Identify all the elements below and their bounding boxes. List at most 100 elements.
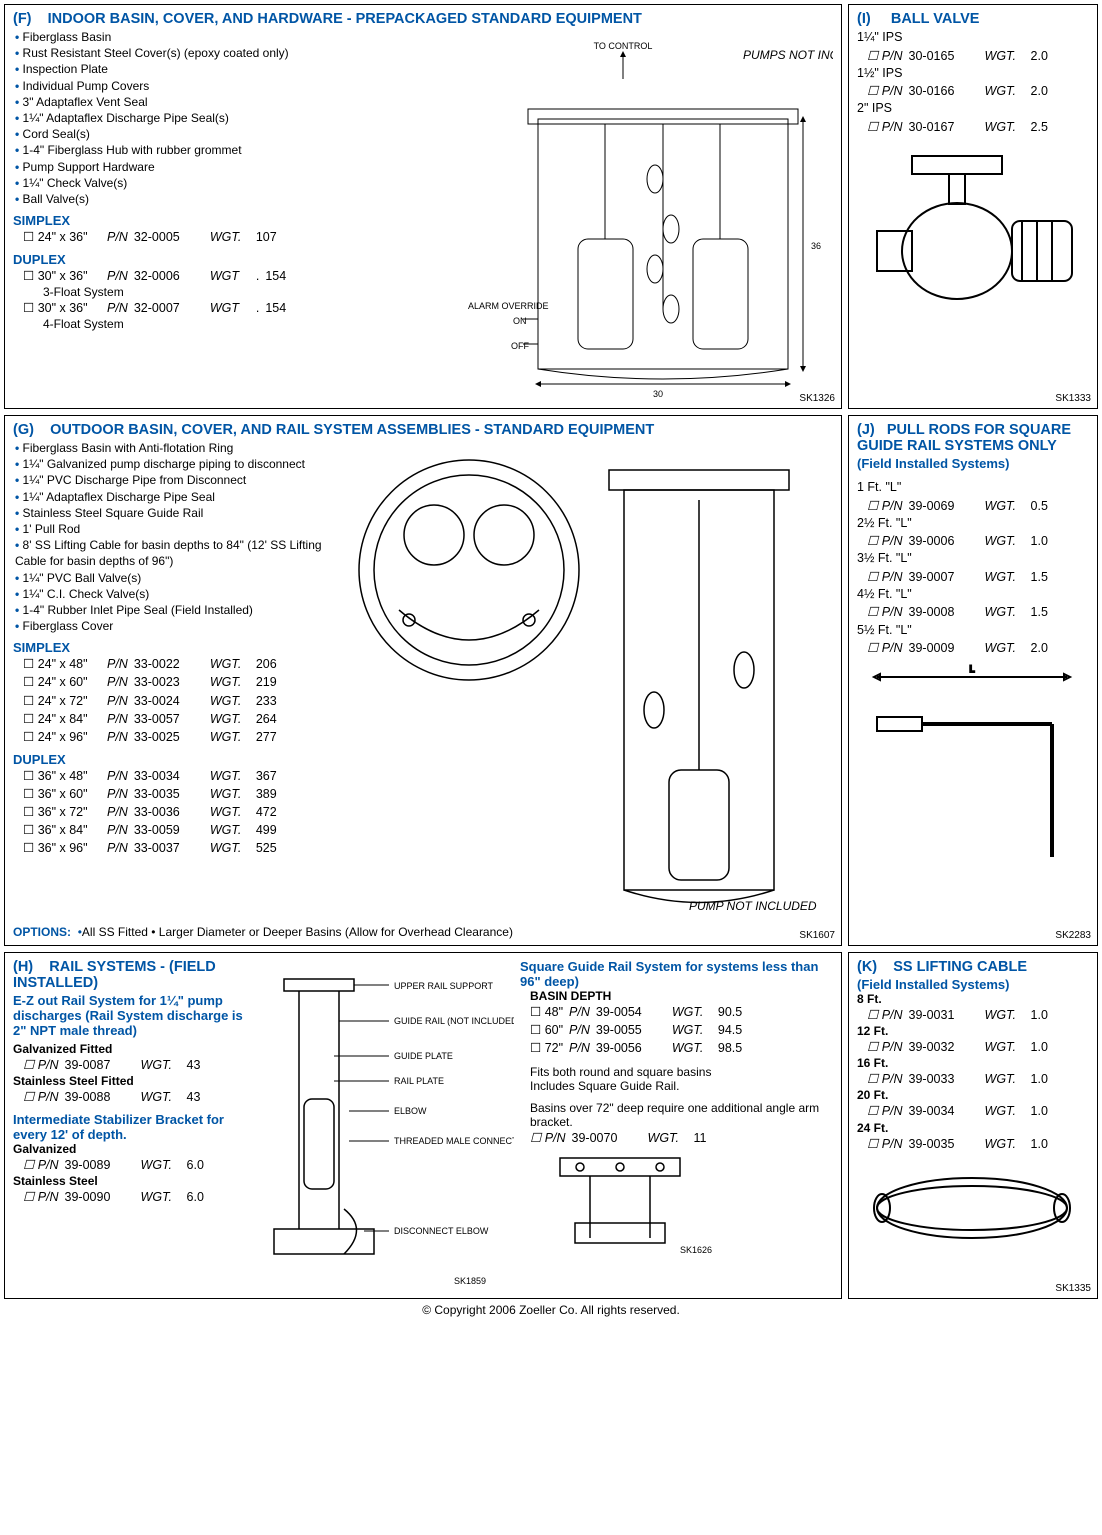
size: 30" x 36" xyxy=(23,299,101,317)
panel-F: (F) INDOOR BASIN, COVER, AND HARDWARE - … xyxy=(4,4,842,409)
F-diagram: TO CONTROL PUMPS NOT INCLUDED xyxy=(443,29,833,402)
panel-I: (I) BALL VALVE 1¼" IPS P/N30-0165WGT.2.0… xyxy=(848,4,1098,409)
on-label: ON xyxy=(513,316,527,326)
wgt-label: WGT xyxy=(210,267,250,285)
svg-text:THREADED MALE CONNECTION: THREADED MALE CONNECTION xyxy=(394,1136,514,1146)
pn-label: P/N xyxy=(107,267,128,285)
H-galv-head: Galvanized Fitted xyxy=(13,1042,248,1056)
F-bullet: Inspection Plate xyxy=(15,61,437,77)
sk-I: SK1333 xyxy=(1055,393,1091,404)
pn-row: 36" x 84" P/N 33-0059 WGT. 499 xyxy=(13,821,333,839)
svg-text:ELBOW: ELBOW xyxy=(394,1106,427,1116)
dim-w: 30 xyxy=(653,389,663,399)
F-title: (F) INDOOR BASIN, COVER, AND HARDWARE - … xyxy=(13,11,833,27)
pn: 32-0005 xyxy=(134,228,204,246)
I-row: P/N30-0166WGT.2.0 xyxy=(857,82,1089,100)
pn-row: 24" x 48" P/N 33-0022 WGT. 206 xyxy=(13,655,333,673)
F-duplex-note: 3-Float System xyxy=(13,285,437,299)
wgt-label: WGT. xyxy=(210,228,250,246)
G-duplex-head: DUPLEX xyxy=(13,752,333,767)
svg-text:GUIDE PLATE: GUIDE PLATE xyxy=(394,1051,453,1061)
F-title-text: INDOOR BASIN, COVER, AND HARDWARE - PREP… xyxy=(48,11,642,27)
J-subtitle: (Field Installed Systems) xyxy=(857,456,1089,471)
F-bullet: Pump Support Hardware xyxy=(15,159,437,175)
H-title: (H) RAIL SYSTEMS - (FIELD INSTALLED) xyxy=(13,959,248,991)
to-control-label: TO CONTROL xyxy=(594,41,653,51)
pumps-not-label: PUMPS NOT INCLUDED xyxy=(743,48,833,62)
size: 24" x 36" xyxy=(23,228,101,246)
svg-text:SK1626: SK1626 xyxy=(680,1245,712,1255)
svg-text:L: L xyxy=(969,664,974,674)
pn-row: 24" x 72" P/N 33-0024 WGT. 233 xyxy=(13,692,333,710)
I-rows: 1¼" IPS P/N30-0165WGT.2.0 1½" IPS P/N30-… xyxy=(857,29,1089,136)
pump-not-label: PUMP NOT INCLUDED xyxy=(689,899,817,913)
F-duplex-head: DUPLEX xyxy=(13,252,437,267)
F-simplex-row: 24" x 36" P/N 32-0005 WGT. 107 xyxy=(13,228,437,246)
wgt: 154 xyxy=(265,299,286,317)
I-letter: (I) xyxy=(857,11,871,27)
wgt-label: WGT xyxy=(210,299,250,317)
size: 30" x 36" xyxy=(23,267,101,285)
sk-G: SK1607 xyxy=(799,930,835,941)
I-row-label: 1½" IPS xyxy=(857,65,1089,83)
svg-text:DISCONNECT ELBOW: DISCONNECT ELBOW xyxy=(394,1226,489,1236)
F-duplex-row: 30" x 36" P/N 32-0006 WGT. 154 xyxy=(13,267,437,285)
pull-rod-icon: L xyxy=(857,657,1087,887)
G-options: OPTIONS: •All SS Fitted • Larger Diamete… xyxy=(13,925,833,939)
G-letter: (G) xyxy=(13,422,34,438)
F-simplex-head: SIMPLEX xyxy=(13,213,437,228)
panel-K: (K) SS LIFTING CABLE (Field Installed Sy… xyxy=(848,952,1098,1299)
F-duplex-row: 30" x 36" P/N 32-0007 WGT. 154 xyxy=(13,299,437,317)
F-bullet: Rust Resistant Steel Cover(s) (epoxy coa… xyxy=(15,45,437,61)
G-diagram: PUMP NOT INCLUDED xyxy=(339,440,819,923)
F-bullet: Individual Pump Covers xyxy=(15,78,437,94)
svg-text:SK1859: SK1859 xyxy=(454,1276,486,1286)
svg-text:UPPER RAIL SUPPORT: UPPER RAIL SUPPORT xyxy=(394,981,494,991)
pn-label: P/N xyxy=(107,299,128,317)
lifting-cable-icon xyxy=(857,1153,1087,1273)
F-bullet: 1-4" Fiberglass Hub with rubber grommet xyxy=(15,142,437,158)
G-title-text: OUTDOOR BASIN, COVER, AND RAIL SYSTEM AS… xyxy=(50,422,654,438)
F-bullet: Fiberglass Basin xyxy=(15,29,437,45)
svg-text:RAIL PLATE: RAIL PLATE xyxy=(394,1076,444,1086)
F-duplex-note: 4-Float System xyxy=(13,317,437,331)
pn: 32-0007 xyxy=(134,299,204,317)
G-simplex-head: SIMPLEX xyxy=(13,640,333,655)
I-row: P/N30-0165WGT.2.0 xyxy=(857,47,1089,65)
wgt: 107 xyxy=(256,228,277,246)
I-row: P/N30-0167WGT.2.5 xyxy=(857,118,1089,136)
F-bullet: 1¼" Adaptaflex Discharge Pipe Seal(s) xyxy=(15,110,437,126)
alarm-label: ALARM OVERRIDE xyxy=(468,301,549,311)
F-bullet: 1¼" Check Valve(s) xyxy=(15,175,437,191)
F-bullet: Ball Valve(s) xyxy=(15,191,437,207)
H-diagram: UPPER RAIL SUPPORT GUIDE RAIL (NOT INCLU… xyxy=(254,959,514,1292)
panel-H: (H) RAIL SYSTEMS - (FIELD INSTALLED) E-Z… xyxy=(4,952,842,1299)
pn-row: 24" x 96" P/N 33-0025 WGT. 277 xyxy=(13,728,333,746)
H-stab-head: Intermediate Stabilizer Bracket for ever… xyxy=(13,1112,248,1142)
dim-h: 36 xyxy=(811,241,821,251)
pn-row: 36" x 96" P/N 33-0037 WGT. 525 xyxy=(13,839,333,857)
sk-J: SK2283 xyxy=(1055,930,1091,941)
F-bullet: 3" Adaptaflex Vent Seal xyxy=(15,94,437,110)
pn-row: 36" x 60" P/N 33-0035 WGT. 389 xyxy=(13,785,333,803)
sk-F: SK1326 xyxy=(799,393,835,404)
I-title-text: BALL VALVE xyxy=(891,11,980,27)
J-title: (J) PULL RODS FOR SQUARE GUIDE RAIL SYST… xyxy=(857,422,1089,454)
K-title: (K) SS LIFTING CABLE xyxy=(857,959,1089,975)
F-letter: (F) xyxy=(13,11,32,27)
pn: 32-0006 xyxy=(134,267,204,285)
catalog-page: (F) INDOOR BASIN, COVER, AND HARDWARE - … xyxy=(4,4,1098,1299)
G-title: (G) OUTDOOR BASIN, COVER, AND RAIL SYSTE… xyxy=(13,422,833,438)
svg-text:GUIDE RAIL (NOT INCLUDED): GUIDE RAIL (NOT INCLUDED) xyxy=(394,1016,514,1026)
square-guide-icon: SK1626 xyxy=(520,1148,720,1258)
sk-K: SK1335 xyxy=(1055,1283,1091,1294)
F-bullets: Fiberglass Basin Rust Resistant Steel Co… xyxy=(13,29,437,207)
I-title: (I) BALL VALVE xyxy=(857,11,1089,27)
pn-label: P/N xyxy=(107,228,128,246)
F-bullet: Cord Seal(s) xyxy=(15,126,437,142)
pn-row: 24" x 84" P/N 33-0057 WGT. 264 xyxy=(13,710,333,728)
G-bullets: Fiberglass Basin with Anti-flotation Rin… xyxy=(13,440,333,634)
pn-row: 36" x 48" P/N 33-0034 WGT. 367 xyxy=(13,767,333,785)
H-square-guide: Square Guide Rail System for systems les… xyxy=(520,959,833,1292)
wgt: 154 xyxy=(265,267,286,285)
